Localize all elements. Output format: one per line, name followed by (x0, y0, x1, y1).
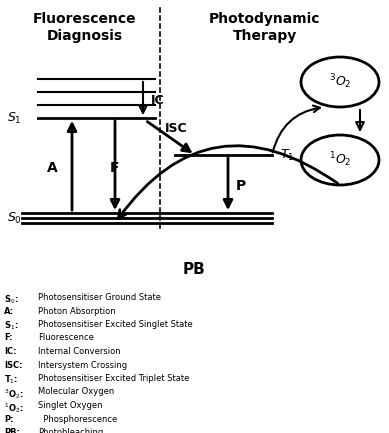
Text: Photosensitiser Ground State: Photosensitiser Ground State (38, 293, 161, 302)
Text: T$_1$:: T$_1$: (4, 374, 18, 387)
Text: Photobleaching: Photobleaching (38, 428, 103, 433)
Ellipse shape (301, 135, 379, 185)
Text: P:: P: (4, 414, 14, 423)
Text: A:: A: (4, 307, 14, 316)
Text: P: P (236, 180, 246, 194)
Text: F:: F: (4, 333, 12, 343)
Text: Fluorescence: Fluorescence (38, 333, 94, 343)
Text: S$_1$:: S$_1$: (4, 320, 19, 333)
Text: Internal Conversion: Internal Conversion (38, 347, 121, 356)
Text: $^1$O$_2$:: $^1$O$_2$: (4, 401, 24, 415)
Text: Photodynamic
Therapy: Photodynamic Therapy (209, 12, 321, 43)
Text: IC:: IC: (4, 347, 16, 356)
Text: $S_0$: $S_0$ (7, 210, 21, 226)
Text: $^1O_2$: $^1O_2$ (329, 151, 351, 169)
Text: Fluorescence
Diagnosis: Fluorescence Diagnosis (33, 12, 137, 43)
Text: F: F (110, 161, 120, 175)
Text: Intersystem Crossing: Intersystem Crossing (38, 361, 127, 369)
Text: IC: IC (151, 94, 165, 107)
Text: $S_1$: $S_1$ (7, 110, 21, 126)
Text: Phosphorescence: Phosphorescence (38, 414, 117, 423)
Text: PB: PB (182, 262, 205, 278)
Text: Molecular Oxygen: Molecular Oxygen (38, 388, 114, 397)
Text: PB:: PB: (4, 428, 20, 433)
Text: Singlet Oxygen: Singlet Oxygen (38, 401, 102, 410)
Text: S$_0$:: S$_0$: (4, 293, 19, 306)
Text: $T_1$: $T_1$ (280, 148, 294, 162)
Text: Photosensitiser Excited Triplet State: Photosensitiser Excited Triplet State (38, 374, 189, 383)
Text: ISC: ISC (165, 122, 187, 135)
Text: $^3$O$_2$:: $^3$O$_2$: (4, 388, 24, 401)
Text: A: A (47, 161, 57, 175)
Text: Photosensitiser Excited Singlet State: Photosensitiser Excited Singlet State (38, 320, 193, 329)
Text: $^3O_2$: $^3O_2$ (329, 73, 351, 91)
Ellipse shape (301, 57, 379, 107)
Text: ISC:: ISC: (4, 361, 23, 369)
Text: Photon Absorption: Photon Absorption (38, 307, 116, 316)
